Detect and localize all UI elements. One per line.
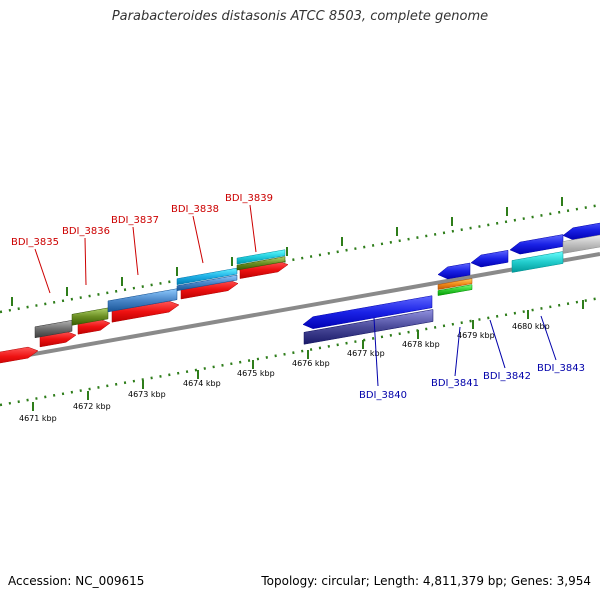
scale-tick-labels: 4671 kbp 4672 kbp 4673 kbp 4674 kbp 4675…	[19, 322, 550, 423]
feature-track	[0, 220, 600, 366]
label-leader-line	[489, 319, 506, 369]
gene-label-bdi-3842[interactable]: BDI_3842	[483, 371, 531, 382]
gene-arrow[interactable]	[562, 220, 600, 241]
tick-label: 4675 kbp	[237, 369, 275, 378]
gene-arrow[interactable]	[470, 250, 509, 268]
feature-block[interactable]	[71, 307, 109, 326]
gene-label-bdi-3840[interactable]: BDI_3840	[359, 390, 407, 401]
outer-scale-dots	[0, 203, 600, 314]
tick-label: 4678 kbp	[402, 340, 440, 349]
feature-block[interactable]	[107, 288, 178, 313]
gene-arrow[interactable]	[0, 346, 39, 366]
feature-block[interactable]	[437, 284, 473, 296]
feature-block[interactable]	[236, 256, 286, 271]
accession-text: Accession: NC_009615	[8, 574, 145, 588]
tick-label: 4673 kbp	[128, 390, 166, 399]
tick-label: 4679 kbp	[457, 331, 495, 340]
gene-label-bdi-3838[interactable]: BDI_3838	[171, 204, 219, 215]
feature-block[interactable]	[176, 274, 238, 291]
label-leader-line	[192, 215, 204, 264]
tick-label: 4676 kbp	[292, 359, 330, 368]
feature-block[interactable]	[562, 232, 600, 254]
topology-summary: Topology: circular; Length: 4,811,379 bp…	[261, 574, 591, 588]
feature-block[interactable]	[34, 320, 73, 339]
label-leader-line	[84, 237, 87, 286]
gene-label-bdi-3837[interactable]: BDI_3837	[111, 215, 159, 226]
gene-label-bdi-3841[interactable]: BDI_3841	[431, 378, 479, 389]
scale-tick-marks	[11, 197, 584, 411]
gene-label-leaders	[34, 204, 557, 387]
tick-label: 4672 kbp	[73, 402, 111, 411]
gene-labels: BDI_3835 BDI_3836 BDI_3837 BDI_3838 BDI_…	[11, 193, 585, 401]
map-title: Parabacteroides distasonis ATCC 8503, co…	[111, 9, 489, 24]
label-leader-line	[373, 317, 379, 387]
tick-label: 4677 kbp	[347, 349, 385, 358]
tick-label: 4680 kbp	[512, 322, 550, 331]
feature-block[interactable]	[303, 309, 434, 345]
gene-arrow[interactable]	[302, 295, 433, 329]
tick-label: 4674 kbp	[183, 379, 221, 388]
label-leader-line	[249, 204, 257, 253]
feature-block[interactable]	[511, 251, 564, 273]
feature-block[interactable]	[176, 267, 238, 285]
label-leader-line	[34, 248, 51, 294]
genome-backbone	[0, 252, 600, 362]
label-leader-line	[540, 315, 557, 361]
gene-label-bdi-3843[interactable]: BDI_3843	[537, 363, 585, 374]
gene-label-bdi-3835[interactable]: BDI_3835	[11, 237, 59, 248]
feature-block[interactable]	[437, 278, 473, 290]
label-leader-line	[132, 226, 139, 276]
gene-arrow[interactable]	[509, 234, 564, 255]
label-leader-line	[454, 326, 461, 377]
feature-block[interactable]	[236, 249, 286, 265]
gene-label-bdi-3836[interactable]: BDI_3836	[62, 226, 110, 237]
gene-label-bdi-3839[interactable]: BDI_3839	[225, 193, 273, 204]
gene-arrow[interactable]	[437, 262, 471, 280]
tick-label: 4671 kbp	[19, 414, 57, 423]
